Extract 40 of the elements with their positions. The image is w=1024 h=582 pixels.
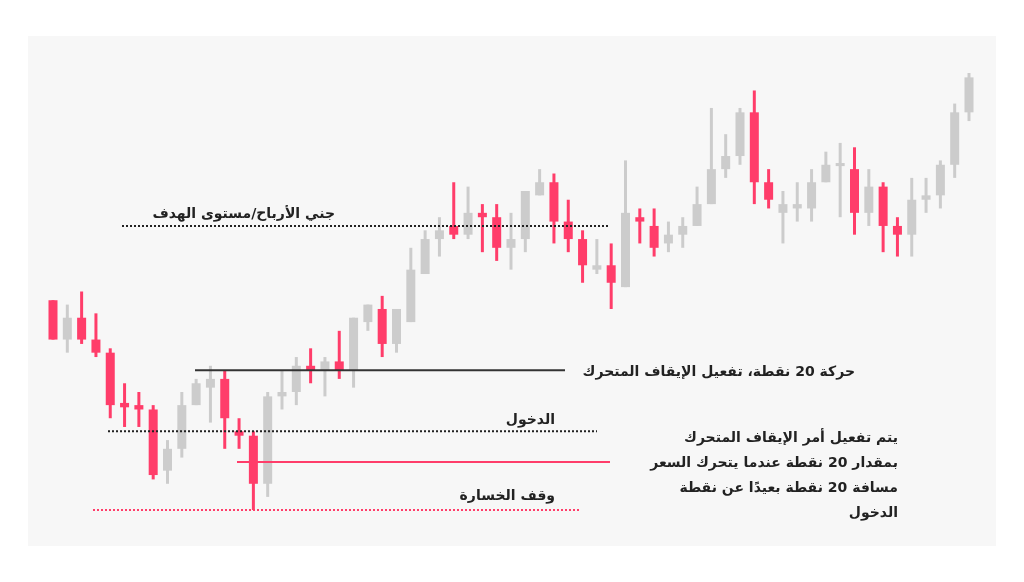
candlestick — [563, 199, 573, 254]
annotation: يتم تفعيل أمر الإيقاف المتحرك بمقدار 20 نقطة عندما يتحرك السعر مسافة 20 نقطة بعيدًا عن نقطة الدخول — [649, 428, 898, 521]
candlestick — [463, 186, 473, 240]
candlestick — [678, 217, 688, 248]
candlestick — [363, 304, 373, 331]
ref-line-label: الدخول — [505, 411, 555, 428]
ref-line-label: وقف الخسارة — [459, 487, 555, 504]
candlestick — [434, 217, 444, 257]
candlestick — [205, 364, 215, 423]
candlestick — [835, 142, 845, 219]
candlestick — [134, 392, 144, 427]
candlestick — [320, 357, 330, 397]
candlestick — [91, 313, 101, 359]
candlestick — [592, 239, 602, 275]
candlestick — [163, 440, 172, 484]
candlestick — [477, 204, 487, 254]
candlestick — [506, 211, 516, 270]
ref-line-label: حركة 20 نقطة، تفعيل الإيقاف المتحرك — [582, 363, 855, 380]
candlestick — [277, 370, 287, 410]
candlestick — [778, 190, 788, 244]
candlestick — [606, 243, 616, 309]
candlestick — [62, 304, 72, 353]
candlestick — [764, 169, 774, 209]
candlestick — [77, 291, 87, 344]
candlestick — [449, 182, 459, 241]
candlestick — [649, 208, 659, 257]
candlestick — [892, 217, 902, 257]
candlestick — [792, 182, 802, 222]
candlestick — [921, 177, 931, 213]
candlestick — [692, 186, 702, 226]
candlestick — [635, 208, 645, 244]
candlestick — [120, 383, 130, 427]
candlestick — [191, 378, 201, 406]
candlestick — [334, 329, 344, 379]
candlestick — [234, 418, 244, 449]
candlestick — [821, 151, 831, 183]
ref-line-label: جني الأرباح/مستوى الهدف — [152, 205, 335, 222]
candlestick — [535, 169, 545, 196]
candlestick — [721, 134, 731, 178]
candlestick — [663, 221, 673, 254]
